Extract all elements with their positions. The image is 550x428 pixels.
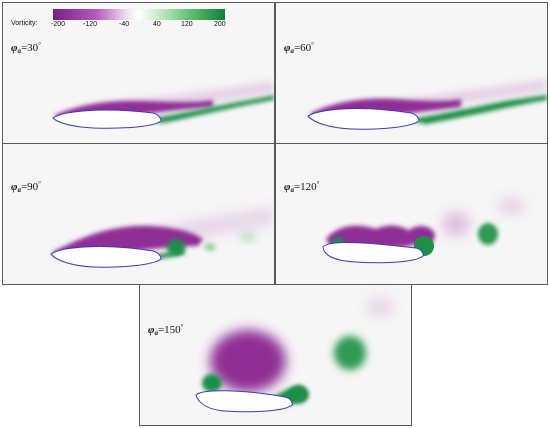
panel-phase-120: φa=120°: [275, 143, 548, 285]
airfoil: [52, 109, 162, 129]
phase-label: φa=150°: [148, 323, 184, 337]
shed-vortex-negative: [442, 212, 470, 236]
shed-vortex-positive: [334, 336, 366, 370]
colorbar-tick: 40: [153, 21, 161, 28]
panel-phase-150: φa=150°: [139, 284, 412, 426]
colorbar-tick: -120: [83, 21, 98, 28]
colorbar-title: Vorticity:: [11, 20, 38, 27]
shed-vortex-negative: [366, 297, 394, 317]
colorbar-tick: 200: [214, 21, 226, 28]
phase-label: φa=60°: [284, 41, 314, 55]
colorbar-tick: -40: [119, 21, 130, 28]
colorbar-gradient: [53, 9, 225, 20]
shed-vortex-negative: [497, 197, 525, 215]
panel-phase-60: φa=60°: [275, 2, 548, 144]
airfoil: [50, 246, 162, 268]
panel-phase-90: φa=90°: [2, 143, 275, 285]
phase-label: φa=120°: [284, 180, 320, 194]
shed-vortex-positive: [204, 243, 216, 251]
leading-edge-vortex-positive: [202, 374, 222, 392]
shed-vortex-positive: [239, 232, 257, 242]
vortex-sheet-positive: [143, 95, 274, 123]
colorbar-tick: 120: [181, 21, 193, 28]
trailing-vortex-positive: [289, 387, 307, 403]
airfoil: [322, 242, 424, 264]
panel-phase-30: Vorticity: -200 -120 -40 40 120 200 φa=3…: [2, 2, 275, 144]
leading-edge-vortex-negative: [210, 330, 286, 392]
airfoil: [195, 390, 293, 413]
colorbar-tick: -200: [51, 21, 66, 28]
phase-label: φa=90°: [11, 180, 41, 194]
colorbar: Vorticity: -200 -120 -40 40 120 200: [11, 8, 251, 36]
airfoil: [307, 108, 420, 130]
shed-vortex-positive: [478, 223, 498, 245]
vortex-sheet-positive: [406, 95, 547, 124]
phase-label: φa=30°: [11, 41, 41, 55]
